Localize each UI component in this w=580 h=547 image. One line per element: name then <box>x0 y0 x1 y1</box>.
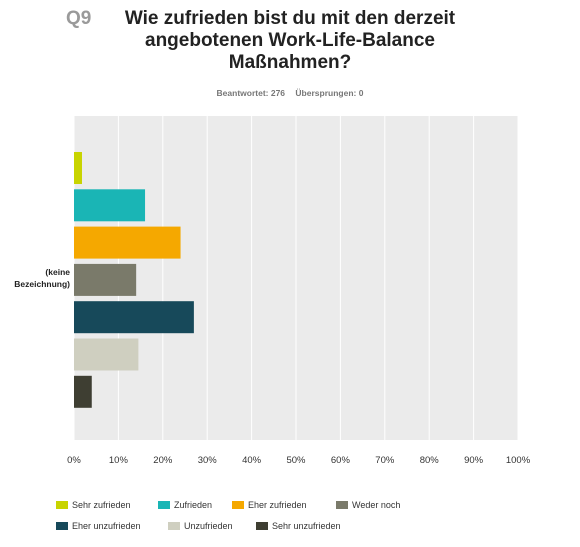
bar-eher-unzufrieden <box>74 301 194 334</box>
legend-label: Zufrieden <box>174 500 213 510</box>
x-tick-label: 60% <box>331 455 351 466</box>
skipped-count: Übersprungen: 0 <box>295 88 364 98</box>
bar-unzufrieden <box>74 338 139 371</box>
bar-sehr-zufrieden <box>74 152 82 184</box>
legend-label: Sehr zufrieden <box>72 500 131 510</box>
legend-label: Sehr unzufrieden <box>272 521 341 531</box>
question-number: Q9 <box>66 8 92 29</box>
legend-swatch <box>336 501 348 509</box>
bar-sehr-unzufrieden <box>74 375 92 408</box>
bar-weder-noch <box>74 263 137 296</box>
x-tick-label: 70% <box>375 455 395 466</box>
legend-label: Eher unzufrieden <box>72 521 141 531</box>
legend-item: Sehr unzufrieden <box>256 521 341 531</box>
category-label: (keine Bezeichnung) <box>8 266 70 290</box>
question-title-line: angebotenen Work-Life-Balance <box>145 30 435 51</box>
legend-item: Eher zufrieden <box>232 500 307 510</box>
legend-item: Eher unzufrieden <box>56 521 141 531</box>
legend-swatch <box>232 501 244 509</box>
legend-item: Zufrieden <box>158 500 212 510</box>
x-tick-label: 10% <box>109 455 129 466</box>
response-stats: Beantwortet: 276 Übersprungen: 0 <box>0 88 580 98</box>
legend-item: Unzufrieden <box>168 521 233 531</box>
category-label-line: Bezeichnung) <box>14 279 70 289</box>
legend-item: Weder noch <box>336 500 400 510</box>
x-tick-label: 50% <box>286 455 306 466</box>
bar-zufrieden <box>74 189 146 222</box>
x-tick-label: 20% <box>153 455 173 466</box>
x-tick-label: 80% <box>420 455 440 466</box>
legend-swatch <box>168 522 180 530</box>
legend-item: Sehr zufrieden <box>56 500 131 510</box>
x-tick-label: 100% <box>506 455 531 466</box>
legend-swatch <box>56 501 68 509</box>
category-label-line: (keine <box>45 267 70 277</box>
x-tick-label: 40% <box>242 455 262 466</box>
legend-swatch <box>256 522 268 530</box>
question-title-line: Wie zufrieden bist du mit den derzeit <box>124 8 456 29</box>
legend-swatch <box>56 522 68 530</box>
answered-count: Beantwortet: 276 <box>216 88 286 98</box>
legend-label: Unzufrieden <box>184 521 233 531</box>
legend-label: Weder noch <box>352 500 401 510</box>
x-tick-label: 90% <box>464 455 484 466</box>
legend-label: Eher zufrieden <box>248 500 307 510</box>
question-title-line: Maßnahmen? <box>228 52 352 73</box>
bar-eher-zufrieden <box>74 226 181 259</box>
legend-swatch <box>158 501 170 509</box>
x-tick-label: 30% <box>198 455 218 466</box>
x-tick-label: 0% <box>67 455 81 466</box>
question-title: Wie zufrieden bist du mit den derzeit an… <box>100 8 480 74</box>
